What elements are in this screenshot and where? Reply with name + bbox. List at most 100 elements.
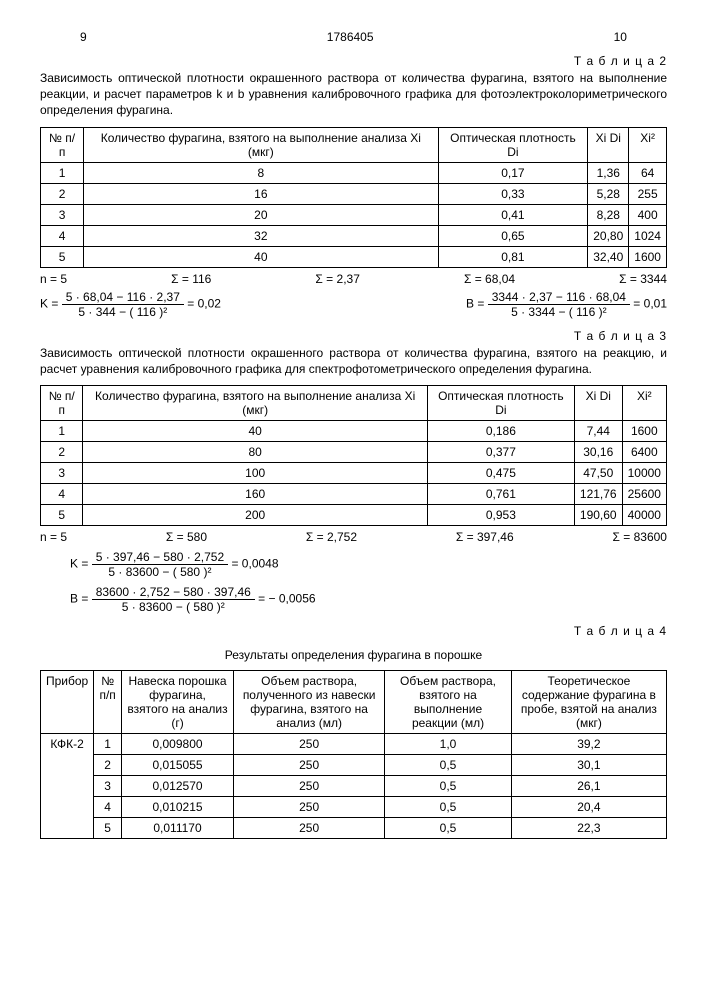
table-cell: 5,28: [588, 183, 629, 204]
table-cell: 40000: [622, 504, 666, 525]
table-row: 52000,953190,6040000: [41, 504, 667, 525]
table-row: 40,0102152500,520,4: [41, 796, 667, 817]
table-row: 31000,47547,5010000: [41, 462, 667, 483]
table-cell: 2: [41, 441, 83, 462]
table-row: 3200,418,28400: [41, 204, 667, 225]
table2-label: Т а б л и ц а 2: [40, 54, 667, 68]
table-cell: 160: [83, 483, 427, 504]
sum-value: Σ = 397,46: [456, 530, 514, 544]
table-cell: 5: [41, 246, 84, 267]
table-cell: 30,1: [511, 754, 666, 775]
table-cell: 121,76: [574, 483, 622, 504]
table-header: № п/п: [94, 670, 122, 733]
table-cell: 47,50: [574, 462, 622, 483]
table-header: Навеска порошка фурагина, взятого на ана…: [122, 670, 234, 733]
table-row: 30,0125702500,526,1: [41, 775, 667, 796]
table2: № п/пКоличество фурагина, взятого на вып…: [40, 127, 667, 268]
table-header: Теоретическое содержание фурагина в проб…: [511, 670, 666, 733]
table3: № п/пКоличество фурагина, взятого на вып…: [40, 385, 667, 526]
table-header: № п/п: [41, 385, 83, 420]
table-header: Прибор: [41, 670, 94, 733]
table-cell: 3: [41, 462, 83, 483]
table-cell: 0,009800: [122, 733, 234, 754]
table2-formulas: K = 5 · 68,04 − 116 · 2,375 · 344 − ( 11…: [40, 290, 667, 319]
table-row: 50,0111702500,522,3: [41, 817, 667, 838]
table-cell: 0,81: [438, 246, 588, 267]
table-cell: 8: [84, 162, 438, 183]
sum-value: Σ = 83600: [613, 530, 667, 544]
table-cell: 1,0: [385, 733, 512, 754]
table-cell: 400: [629, 204, 667, 225]
page-numbers: 9 1786405 10: [80, 30, 627, 44]
table-header: Оптическая плотность Di: [438, 127, 588, 162]
table-row: КФК-210,0098002501,039,2: [41, 733, 667, 754]
table-cell: 20,4: [511, 796, 666, 817]
table4-title: Результаты определения фурагина в порошк…: [40, 648, 667, 662]
table2-caption: Зависимость оптической плотности окрашен…: [40, 70, 667, 119]
table-header: Оптическая плотность Di: [427, 385, 574, 420]
table-cell: 6400: [622, 441, 666, 462]
table-cell: 26,1: [511, 775, 666, 796]
table-cell: 10000: [622, 462, 666, 483]
table-cell: 0,377: [427, 441, 574, 462]
table-cell: 255: [629, 183, 667, 204]
k-formula: K = 5 · 68,04 − 116 · 2,375 · 344 − ( 11…: [40, 290, 221, 319]
table-cell: 250: [233, 817, 384, 838]
table-cell: 0,012570: [122, 775, 234, 796]
table-cell: 4: [41, 225, 84, 246]
table-cell: 16: [84, 183, 438, 204]
table-cell: 1: [41, 420, 83, 441]
sum-value: Σ = 2,752: [306, 530, 357, 544]
table-cell: 250: [233, 775, 384, 796]
sum-value: Σ = 116: [171, 272, 211, 286]
sum-value: Σ = 68,04: [464, 272, 515, 286]
b-formula: B = 3344 · 2,37 − 116 · 68,045 · 3344 − …: [466, 290, 667, 319]
table-cell: 250: [233, 733, 384, 754]
table-cell: 250: [233, 754, 384, 775]
table-cell: 0,761: [427, 483, 574, 504]
doc-id: 1786405: [327, 30, 374, 44]
table-cell: 0,010215: [122, 796, 234, 817]
sum-value: n = 5: [40, 272, 67, 286]
table-cell: 250: [233, 796, 384, 817]
table-header: Xi²: [629, 127, 667, 162]
table-cell: 2: [41, 183, 84, 204]
table-cell: 39,2: [511, 733, 666, 754]
table-cell: 30,16: [574, 441, 622, 462]
table-cell: 1024: [629, 225, 667, 246]
table2-sums: n = 5Σ = 116Σ = 2,37Σ = 68,04Σ = 3344: [40, 272, 667, 286]
table-cell: 4: [41, 483, 83, 504]
table-cell: 7,44: [574, 420, 622, 441]
table-header: Xi Di: [588, 127, 629, 162]
table-cell: 25600: [622, 483, 666, 504]
table-header: Количество фурагина, взятого на выполнен…: [83, 385, 427, 420]
table-header: Объем раствора, взятого на выполнение ре…: [385, 670, 512, 733]
table-header: Xi²: [622, 385, 666, 420]
table-cell: 20,80: [588, 225, 629, 246]
table-row: 1400,1867,441600: [41, 420, 667, 441]
table-cell: 2: [94, 754, 122, 775]
table-cell: 0,5: [385, 754, 512, 775]
table-cell: 0,015055: [122, 754, 234, 775]
table4-label: Т а б л и ц а 4: [40, 624, 667, 638]
device-cell: КФК-2: [41, 733, 94, 838]
table-cell: 3: [41, 204, 84, 225]
table4: Прибор№ п/пНавеска порошка фурагина, взя…: [40, 670, 667, 839]
table-cell: 22,3: [511, 817, 666, 838]
table-cell: 64: [629, 162, 667, 183]
table3-label: Т а б л и ц а 3: [40, 329, 667, 343]
table-cell: 200: [83, 504, 427, 525]
table-header: Количество фурагина, взятого на выполнен…: [84, 127, 438, 162]
sum-value: n = 5: [40, 530, 67, 544]
table-cell: 0,011170: [122, 817, 234, 838]
table3-sums: n = 5Σ = 580Σ = 2,752Σ = 397,46Σ = 83600: [40, 530, 667, 544]
table-row: 5400,8132,401600: [41, 246, 667, 267]
table-cell: 80: [83, 441, 427, 462]
table-cell: 8,28: [588, 204, 629, 225]
table-cell: 1: [94, 733, 122, 754]
table-cell: 100: [83, 462, 427, 483]
page-left: 9: [80, 30, 87, 44]
table-cell: 20: [84, 204, 438, 225]
table-cell: 0,5: [385, 817, 512, 838]
table-cell: 1600: [629, 246, 667, 267]
